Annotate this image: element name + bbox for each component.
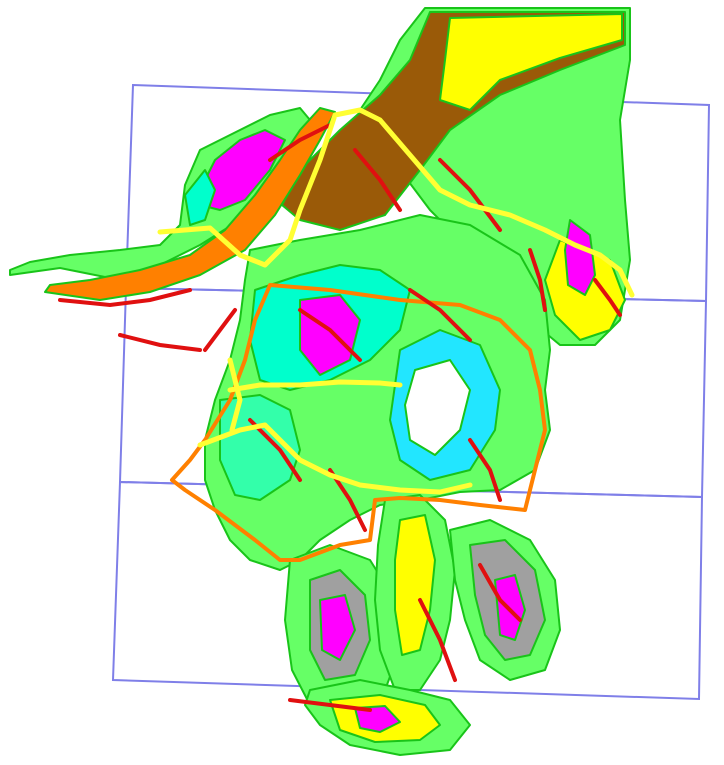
unit-south-tail-magenta (354, 705, 401, 733)
unit-western-arm-aqua (184, 169, 216, 226)
unit-central-magenta (299, 294, 361, 376)
geologic-units (9, 7, 631, 756)
grid-cell-bottom (111, 480, 704, 701)
unit-central-seafoam (219, 394, 301, 501)
fault-line (203, 308, 237, 352)
fault-line (418, 598, 457, 682)
unit-south-center-yellow (394, 514, 436, 656)
fault-line (248, 418, 302, 482)
map-boundary (170, 283, 547, 562)
fault-line (528, 248, 547, 312)
roads (157, 107, 635, 495)
fault-line (468, 438, 502, 502)
fault-line (268, 123, 332, 162)
road-south (197, 422, 473, 495)
fault-line (118, 333, 202, 352)
fault-line (58, 288, 192, 308)
unit-western-arm-orange (44, 107, 336, 301)
unit-south-left-magenta (319, 594, 356, 661)
fault-line (298, 308, 362, 362)
fault-line (288, 698, 372, 712)
road-north (157, 107, 635, 298)
fault-line (328, 468, 367, 532)
faults (58, 123, 622, 712)
fault-line (593, 278, 622, 317)
fault-line (408, 288, 472, 342)
unit-central-white-window (404, 359, 471, 456)
unit-right-magenta (564, 219, 596, 296)
road-central (227, 379, 403, 393)
unit-yellow-cap (439, 13, 623, 111)
boundary-line (170, 283, 547, 562)
fault-line (438, 158, 502, 232)
road-spur (227, 357, 243, 433)
fault-line (478, 563, 522, 622)
fault-line (353, 148, 402, 212)
